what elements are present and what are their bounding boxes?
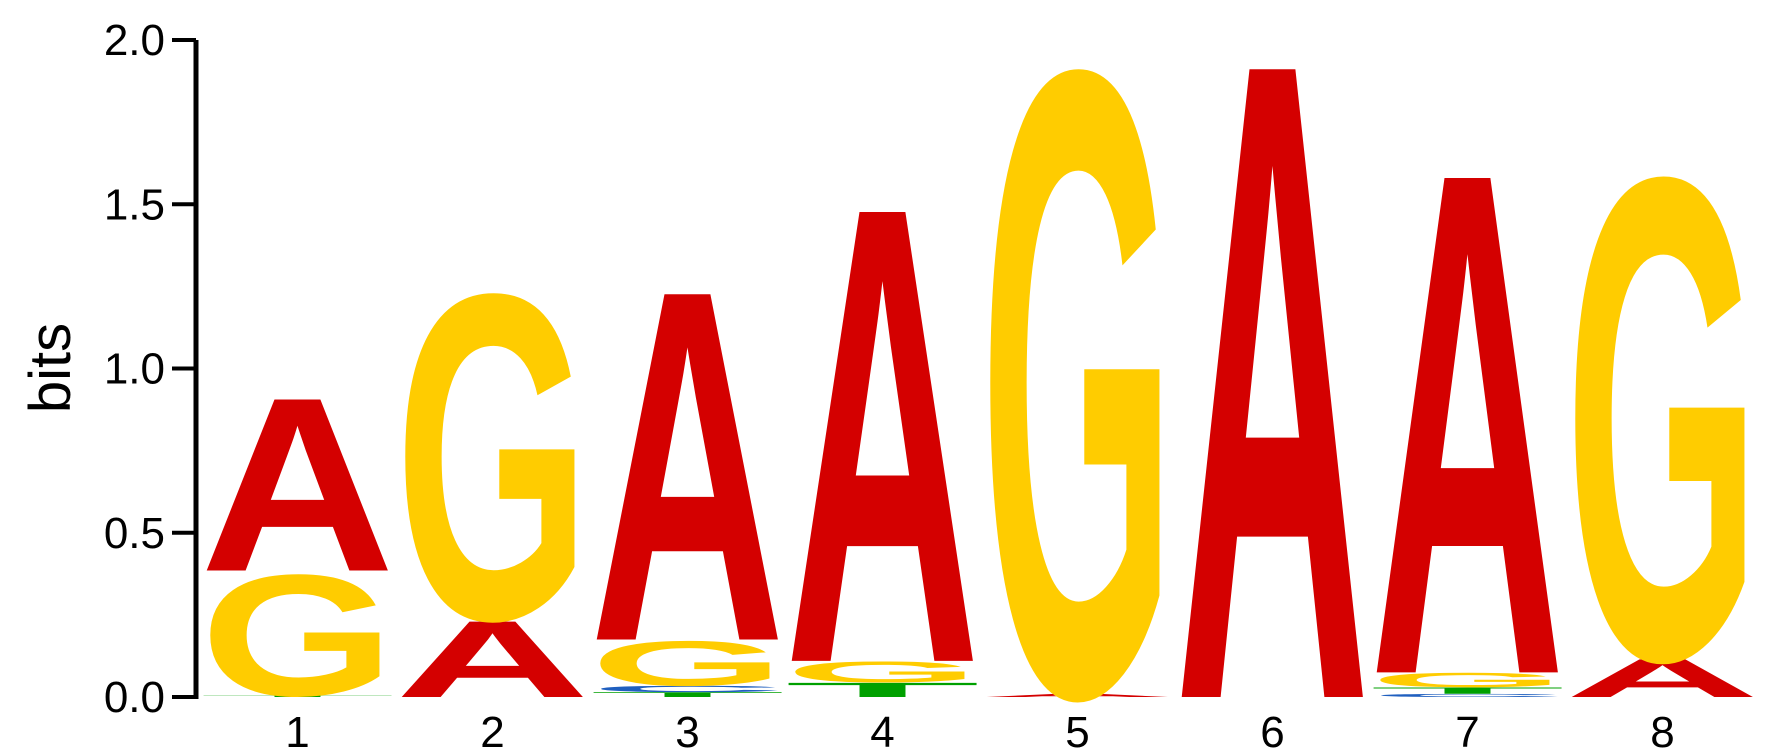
letter-C: C <box>1370 693 1565 698</box>
letter-A: A <box>1175 0 1370 754</box>
letter-T: T <box>590 691 785 699</box>
letter-G: G <box>785 655 980 688</box>
y-tick-label: 0.5 <box>104 509 165 558</box>
position-stack: AG <box>980 0 1175 754</box>
letter-G: G <box>1370 669 1565 692</box>
position-stack: AG <box>395 199 590 721</box>
x-tick-label: 4 <box>870 708 894 754</box>
position-stack: TGA <box>200 346 395 732</box>
y-tick-label: 0.0 <box>104 673 165 722</box>
letter-T: T <box>785 678 980 701</box>
letter-T: T <box>200 695 395 698</box>
x-tick-label: 8 <box>1650 708 1674 754</box>
position-stack: A <box>1175 0 1370 754</box>
letter-G: G <box>590 628 785 700</box>
letter-A: A <box>590 186 785 746</box>
letter-C: C <box>590 684 785 694</box>
y-tick-label: 1.0 <box>104 345 165 394</box>
letter-A: A <box>1370 24 1565 754</box>
x-tick-label: 3 <box>675 708 699 754</box>
letter-A: A <box>200 346 395 624</box>
y-axis-title: bits <box>18 323 83 413</box>
x-tick-label: 1 <box>285 708 309 754</box>
y-axis: 0.0 0.5 1.0 1.5 2.0 <box>104 16 199 722</box>
letter-G: G <box>1565 34 1760 754</box>
x-tick-label: 6 <box>1260 708 1284 754</box>
y-tick-label: 1.5 <box>104 180 165 229</box>
letter-A: A <box>1565 648 1760 709</box>
x-tick-label: 2 <box>480 708 504 754</box>
letter-G: G <box>980 0 1175 754</box>
letter-G: G <box>200 538 395 732</box>
x-tick-label: 7 <box>1455 708 1479 754</box>
y-tick-label: 2.0 <box>104 16 165 65</box>
position-stack: AG <box>1565 34 1760 754</box>
x-axis: 1 2 3 4 5 6 7 8 <box>285 708 1674 754</box>
letter-A: A <box>785 70 980 754</box>
letter-T: T <box>1370 685 1565 695</box>
x-tick-label: 5 <box>1065 708 1089 754</box>
letter-A: A <box>980 693 1175 698</box>
letter-A: A <box>395 598 590 721</box>
letter-G: G <box>395 199 590 718</box>
position-stack: TGA <box>785 70 980 754</box>
